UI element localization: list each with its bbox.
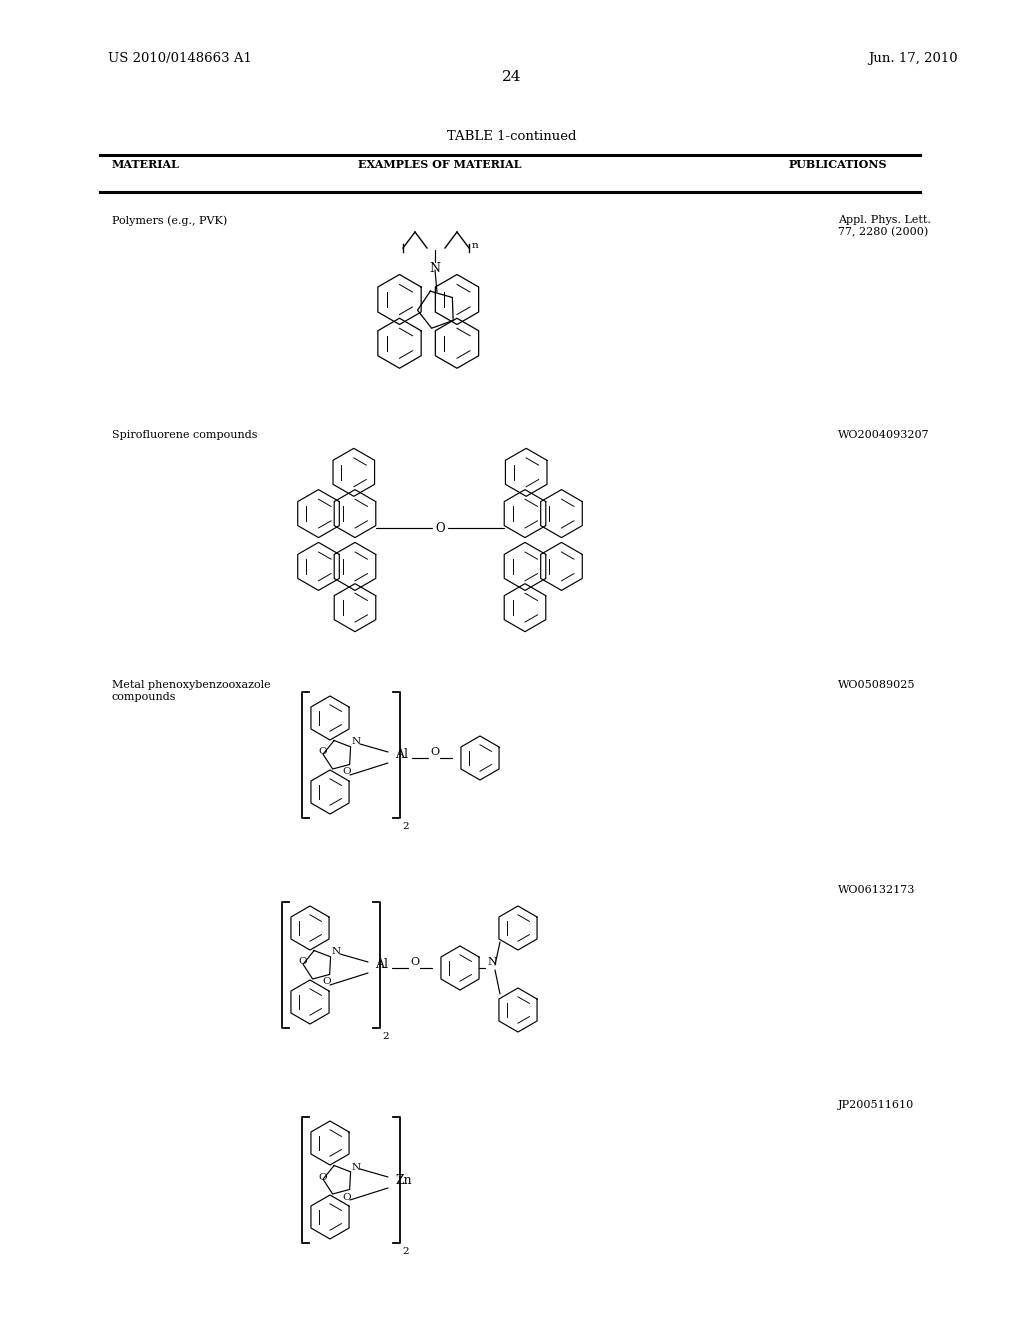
Text: EXAMPLES OF MATERIAL: EXAMPLES OF MATERIAL (358, 158, 522, 170)
Text: O: O (318, 747, 327, 756)
Text: 24: 24 (502, 70, 522, 84)
Text: O: O (298, 957, 306, 966)
Text: Al: Al (375, 958, 388, 972)
Text: US 2010/0148663 A1: US 2010/0148663 A1 (108, 51, 252, 65)
Text: TABLE 1-continued: TABLE 1-continued (447, 129, 577, 143)
Text: JP200511610: JP200511610 (838, 1100, 914, 1110)
Text: WO2004093207: WO2004093207 (838, 430, 930, 440)
Text: MATERIAL: MATERIAL (112, 158, 180, 170)
Text: Metal phenoxybenzooxazole
compounds: Metal phenoxybenzooxazole compounds (112, 680, 270, 702)
Text: Zn: Zn (395, 1173, 412, 1187)
Text: 2: 2 (402, 822, 409, 832)
Text: 2: 2 (382, 1032, 389, 1041)
Text: N: N (352, 1163, 361, 1172)
Text: WO05089025: WO05089025 (838, 680, 915, 690)
Text: 2: 2 (402, 1247, 409, 1257)
Text: Polymers (e.g., PVK): Polymers (e.g., PVK) (112, 215, 227, 226)
Text: Spirofluorene compounds: Spirofluorene compounds (112, 430, 257, 440)
Text: O: O (410, 957, 419, 968)
Text: Jun. 17, 2010: Jun. 17, 2010 (868, 51, 957, 65)
Text: N: N (332, 948, 341, 957)
Text: Al: Al (395, 748, 408, 762)
Text: O: O (430, 747, 439, 756)
Text: N: N (429, 261, 440, 275)
Text: O: O (342, 1192, 350, 1201)
Text: WO06132173: WO06132173 (838, 884, 915, 895)
Text: PUBLICATIONS: PUBLICATIONS (788, 158, 887, 170)
Text: N: N (487, 957, 497, 968)
Text: O: O (322, 978, 331, 986)
Text: n: n (472, 240, 479, 249)
Text: N: N (352, 738, 361, 747)
Text: Appl. Phys. Lett.
77, 2280 (2000): Appl. Phys. Lett. 77, 2280 (2000) (838, 215, 931, 238)
Text: O: O (318, 1172, 327, 1181)
Text: O: O (435, 521, 444, 535)
Text: O: O (342, 767, 350, 776)
